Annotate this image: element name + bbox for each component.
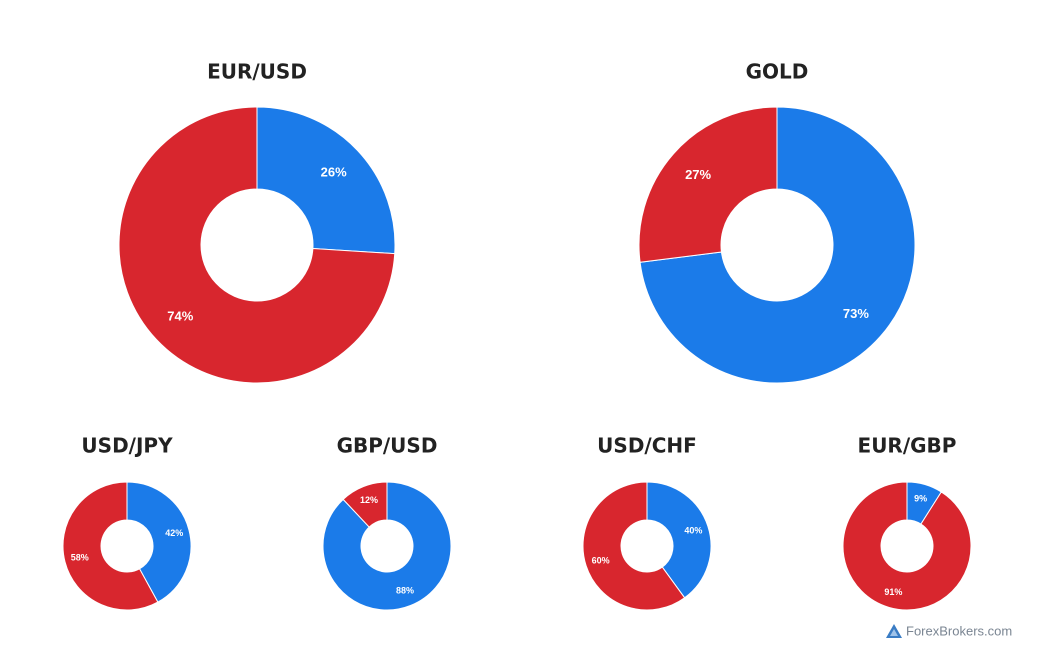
chart-title: GOLD <box>746 60 809 84</box>
donut-chart: USD/JPY 42% 58% <box>62 434 192 611</box>
donut-slice <box>118 106 396 384</box>
donut-slice <box>62 481 159 611</box>
chart-title: EUR/GBP <box>858 434 957 458</box>
donut-slice <box>342 481 388 528</box>
donut-chart: EUR/USD 26% 74% <box>118 60 396 384</box>
donut-chart: GOLD 73% 27% <box>638 60 916 384</box>
donut-chart: GBP/USD 88% 12% <box>322 434 452 611</box>
donut-chart: EUR/GBP 9% 91% <box>842 434 972 611</box>
slice-label: 88% <box>396 586 414 596</box>
chart-title: EUR/USD <box>207 60 307 84</box>
slice-label: 60% <box>592 555 610 565</box>
slice-label: 91% <box>884 587 902 597</box>
donut-slice <box>256 106 396 255</box>
donut-slice <box>126 481 192 603</box>
chart-title: GBP/USD <box>337 434 438 458</box>
slice-label: 42% <box>165 528 183 538</box>
slice-label: 27% <box>685 167 711 182</box>
slice-label: 9% <box>914 494 927 504</box>
donut-slice <box>638 106 778 263</box>
slice-label: 12% <box>360 495 378 505</box>
slice-label: 58% <box>71 553 89 563</box>
chart-title: USD/CHF <box>597 434 697 458</box>
donut-slice <box>646 481 712 599</box>
slice-label: 74% <box>167 308 193 323</box>
chart-title: USD/JPY <box>81 434 173 458</box>
donut-slice <box>322 481 452 611</box>
slice-label: 40% <box>684 525 702 535</box>
slice-label: 73% <box>843 306 869 321</box>
watermark: ForexBrokers.com <box>906 623 1012 638</box>
donut-slice <box>639 106 916 384</box>
donut-slice <box>842 481 972 611</box>
watermark-icon <box>886 624 902 638</box>
donut-chart: USD/CHF 40% 60% <box>582 434 712 611</box>
donut-slice <box>582 481 686 611</box>
slice-label: 26% <box>321 164 347 179</box>
